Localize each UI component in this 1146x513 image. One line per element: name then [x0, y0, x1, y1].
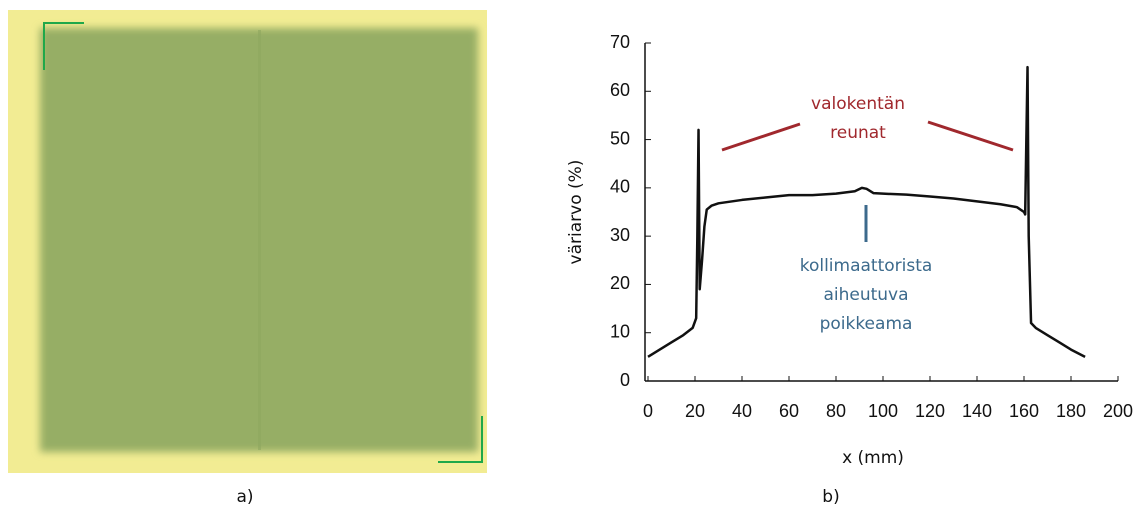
x-tick-label: 20 — [685, 401, 705, 421]
annotation: poikkeama — [820, 314, 913, 334]
collimator-stripe — [258, 30, 261, 450]
panel-label: a) — [236, 487, 253, 507]
page: a) b) x (mm) väriarvo (%) 02040608010012… — [0, 0, 1146, 513]
annotation: aiheutuva — [823, 285, 908, 305]
film-image — [8, 10, 487, 473]
x-tick-label: 160 — [1009, 401, 1039, 421]
x-tick-label: 140 — [962, 401, 992, 421]
x-tick-label: 80 — [826, 401, 846, 421]
x-tick-label: 200 — [1103, 401, 1133, 421]
x-tick-label: 60 — [779, 401, 799, 421]
x-axis-label: x (mm) — [842, 448, 904, 468]
y-tick-label: 0 — [620, 370, 630, 390]
y-tick-label: 30 — [610, 225, 630, 245]
x-tick-label: 40 — [732, 401, 752, 421]
y-tick-label: 70 — [610, 32, 630, 52]
y-tick-label: 50 — [610, 128, 630, 148]
figure: a) b) x (mm) väriarvo (%) 02040608010012… — [0, 0, 1146, 513]
leader-line — [928, 122, 1013, 150]
x-tick-label: 0 — [643, 401, 653, 421]
x-tick-label: 180 — [1056, 401, 1086, 421]
y-tick-label: 60 — [610, 80, 630, 100]
annotation: reunat — [830, 123, 886, 143]
annotation: kollimaattorista — [800, 256, 933, 276]
y-axis-label: väriarvo (%) — [566, 160, 586, 265]
annotation: valokentän — [811, 94, 905, 114]
y-tick-label: 20 — [610, 273, 630, 293]
y-tick-label: 40 — [610, 177, 630, 197]
panel-label: b) — [822, 487, 839, 507]
y-tick-label: 10 — [610, 321, 630, 341]
x-tick-label: 120 — [915, 401, 945, 421]
leader-line — [722, 124, 800, 150]
x-tick-label: 100 — [868, 401, 898, 421]
